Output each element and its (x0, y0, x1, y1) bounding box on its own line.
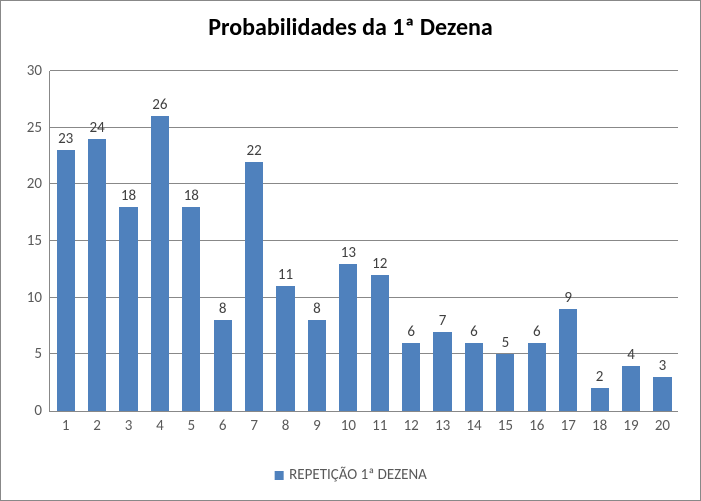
bar-slot: 227 (238, 71, 269, 411)
data-label: 6 (533, 323, 541, 341)
chart-title: Probabilidades da 1ª Dezena (1, 13, 700, 42)
x-tick-label: 9 (313, 417, 321, 435)
bar: 22 (245, 162, 263, 411)
bar: 18 (182, 207, 200, 411)
x-tick-label: 15 (498, 417, 513, 435)
bar-slot: 118 (270, 71, 301, 411)
data-label: 7 (439, 312, 447, 330)
legend-label: REPETIÇÃO 1ª DEZENA (289, 466, 427, 484)
bar-slot: 218 (584, 71, 615, 411)
data-label: 3 (659, 357, 667, 375)
data-label: 18 (121, 187, 136, 205)
data-label: 6 (407, 323, 415, 341)
x-tick-label: 2 (93, 417, 101, 435)
x-tick-label: 10 (341, 417, 356, 435)
bars-container: 2312421832641858622711889131012116127136… (50, 71, 678, 411)
x-tick-label: 18 (592, 417, 607, 435)
y-tick-label: 5 (34, 345, 50, 363)
bar: 5 (496, 354, 514, 411)
data-label: 13 (341, 244, 356, 262)
bar-slot: 183 (113, 71, 144, 411)
bar: 6 (402, 343, 420, 411)
legend: REPETIÇÃO 1ª DEZENA (274, 466, 427, 484)
bar-slot: 1211 (364, 71, 395, 411)
x-tick-label: 6 (219, 417, 227, 435)
bar-slot: 614 (458, 71, 489, 411)
bar: 8 (308, 320, 326, 411)
x-tick-label: 20 (655, 417, 670, 435)
data-label: 23 (58, 130, 73, 148)
chart-frame: Probabilidades da 1ª Dezena 051015202530… (0, 0, 701, 501)
data-label: 4 (627, 346, 635, 364)
bar-slot: 515 (490, 71, 521, 411)
x-tick-label: 3 (125, 417, 133, 435)
bar: 8 (214, 320, 232, 411)
bar-slot: 419 (615, 71, 646, 411)
bar: 4 (622, 366, 640, 411)
y-tick-label: 0 (34, 402, 50, 420)
y-tick-label: 25 (27, 119, 50, 137)
x-tick-label: 17 (561, 417, 576, 435)
bar-slot: 86 (207, 71, 238, 411)
plot-area: 0510152025302312421832641858622711889131… (49, 71, 678, 412)
bar: 3 (653, 377, 671, 411)
bar-slot: 320 (647, 71, 678, 411)
x-tick-label: 1 (62, 417, 70, 435)
bar: 26 (151, 116, 169, 411)
bar: 12 (371, 275, 389, 411)
data-label: 24 (89, 119, 104, 137)
x-tick-label: 7 (250, 417, 258, 435)
bar-slot: 89 (301, 71, 332, 411)
bar-slot: 231 (50, 71, 81, 411)
bar-slot: 616 (521, 71, 552, 411)
bar: 18 (119, 207, 137, 411)
bar: 6 (465, 343, 483, 411)
y-tick-label: 20 (27, 175, 50, 193)
x-tick-label: 16 (529, 417, 544, 435)
bar-slot: 713 (427, 71, 458, 411)
data-label: 26 (152, 96, 167, 114)
data-label: 9 (564, 289, 572, 307)
x-tick-label: 4 (156, 417, 164, 435)
bar: 7 (433, 332, 451, 411)
y-tick-label: 10 (27, 289, 50, 307)
bar: 13 (339, 264, 357, 411)
data-label: 11 (278, 266, 293, 284)
bar: 24 (88, 139, 106, 411)
bar-slot: 612 (395, 71, 426, 411)
data-label: 5 (502, 334, 510, 352)
bar-slot: 917 (553, 71, 584, 411)
data-label: 8 (219, 300, 227, 318)
y-tick-label: 15 (27, 232, 50, 250)
bar-slot: 1310 (333, 71, 364, 411)
x-tick-label: 19 (623, 417, 638, 435)
legend-swatch-icon (274, 471, 283, 480)
bar: 11 (276, 286, 294, 411)
data-label: 8 (313, 300, 321, 318)
data-label: 2 (596, 368, 604, 386)
data-label: 6 (470, 323, 478, 341)
bar-slot: 264 (144, 71, 175, 411)
bar: 23 (57, 150, 75, 411)
data-label: 18 (184, 187, 199, 205)
x-tick-label: 12 (404, 417, 419, 435)
x-tick-label: 14 (466, 417, 481, 435)
bar: 9 (559, 309, 577, 411)
bar: 2 (591, 388, 609, 411)
y-tick-label: 30 (27, 62, 50, 80)
data-label: 12 (372, 255, 387, 273)
x-tick-label: 13 (435, 417, 450, 435)
bar-slot: 185 (176, 71, 207, 411)
bar-slot: 242 (81, 71, 112, 411)
bar: 6 (528, 343, 546, 411)
data-label: 22 (247, 142, 262, 160)
x-tick-label: 8 (282, 417, 290, 435)
x-tick-label: 5 (188, 417, 196, 435)
x-tick-label: 11 (372, 417, 387, 435)
